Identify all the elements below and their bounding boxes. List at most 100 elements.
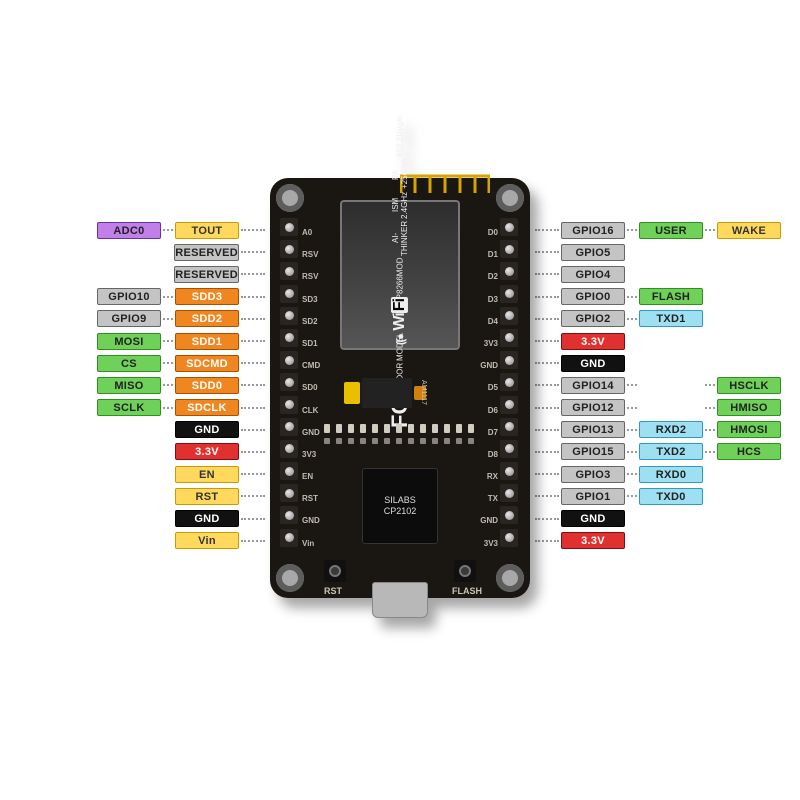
leader-line-icon	[705, 384, 715, 386]
leader-line-icon	[163, 384, 173, 386]
pin-label-sdcmd: SDCMD	[175, 355, 239, 372]
pin-label-gpio2: GPIO2	[561, 310, 625, 327]
pin-label-row: GND	[95, 419, 265, 441]
leader-line-icon	[627, 296, 637, 298]
leader-line-icon	[627, 384, 637, 386]
leader-line-icon	[705, 451, 715, 453]
pin-hole	[500, 218, 518, 236]
leader-line-icon	[241, 384, 265, 386]
silk-label: SD0	[302, 377, 320, 399]
silk-label: D4	[480, 311, 498, 333]
pin-label-hmiso: HMISO	[717, 399, 781, 416]
pin-label-row: RESERVED	[95, 263, 265, 285]
mount-hole-icon	[276, 564, 304, 592]
pin-label-row: GPIO2TXD1	[535, 308, 783, 330]
pin-hole	[280, 529, 298, 547]
flash-button[interactable]	[454, 560, 476, 582]
silk-label: GND	[480, 510, 498, 532]
leader-line-icon	[241, 229, 265, 231]
pin-label-row: SDD3 GPIO10	[95, 286, 265, 308]
pin-label-row: GND	[535, 507, 783, 529]
pin-label-row: GND	[95, 507, 265, 529]
leader-line-icon	[535, 229, 559, 231]
pin-label-user: USER	[639, 222, 703, 239]
pin-label-gpio9: GPIO9	[97, 310, 161, 327]
pin-hole	[280, 351, 298, 369]
pin-label-gpio4: GPIO4	[561, 266, 625, 283]
silk-label: D5	[480, 377, 498, 399]
voltage-regulator-icon	[362, 378, 412, 408]
pin-hole	[280, 418, 298, 436]
pin-label-cs: CS	[97, 355, 161, 372]
silk-label: GND	[302, 510, 320, 532]
right-pin-labels: GPIO16USERWAKEGPIO5GPIO4GPIO0FLASHGPIO2T…	[535, 219, 783, 552]
silk-label: D7	[480, 422, 498, 444]
pin-hole	[280, 329, 298, 347]
leader-line-icon	[535, 451, 559, 453]
pin-label-miso: MISO	[97, 377, 161, 394]
pin-hole	[500, 373, 518, 391]
silk-label: SD1	[302, 333, 320, 355]
cp-vendor: SILABS	[384, 495, 416, 506]
pin-hole	[500, 418, 518, 436]
silk-label: RSV	[302, 266, 320, 288]
leader-line-icon	[705, 429, 715, 431]
esp8266-module: FC VENDOR MODEL ((● WiFi ESP8266MOD AI-T…	[340, 200, 460, 350]
pinout-diagram: TOUTADC0RESERVEDRESERVEDSDD3GPIO10SDD2GP…	[0, 0, 800, 800]
pin-label-adc0: ADC0	[97, 222, 161, 239]
pin-label-gpio14: GPIO14	[561, 377, 625, 394]
pin-label-mosi: MOSI	[97, 333, 161, 350]
leader-line-icon	[535, 407, 559, 409]
wifi-logo-icon: ((● WiFi	[391, 297, 409, 345]
silk-label: CMD	[302, 355, 320, 377]
pin-label-sdd3: SDD3	[175, 288, 239, 305]
leader-line-icon	[535, 429, 559, 431]
silk-label: RSV	[302, 244, 320, 266]
pin-hole	[280, 373, 298, 391]
pin-label-row: GPIO12HMISO	[535, 397, 783, 419]
mount-hole-icon	[276, 184, 304, 212]
reset-button[interactable]	[324, 560, 346, 582]
silk-label: 3V3	[480, 333, 498, 355]
micro-usb-port-icon	[372, 582, 428, 618]
silk-label: A0	[302, 222, 320, 244]
pin-label-txd0: TXD0	[639, 488, 703, 505]
silk-label: D1	[480, 244, 498, 266]
pin-label-hmosi: HMOSI	[717, 421, 781, 438]
pin-hole	[280, 462, 298, 480]
pin-label-reserved: RESERVED	[174, 244, 239, 261]
pin-label-txd2: TXD2	[639, 443, 703, 460]
leader-line-icon	[163, 340, 173, 342]
pin-label-hsclk: HSCLK	[717, 377, 781, 394]
chip-ism-line: ISM 2.4GHz	[391, 191, 409, 218]
pin-label-gpio10: GPIO10	[97, 288, 161, 305]
leader-line-icon	[535, 518, 559, 520]
left-silkscreen: A0RSVRSVSD3SD2SD1CMDSD0CLKGND3V3ENRSTGND…	[302, 222, 320, 555]
leader-line-icon	[627, 495, 637, 497]
pin-hole	[280, 285, 298, 303]
usb-serial-chip: SILABS CP2102	[362, 468, 438, 544]
pin-hole	[280, 396, 298, 414]
pin-hole	[280, 218, 298, 236]
pin-hole	[280, 506, 298, 524]
pin-hole	[280, 440, 298, 458]
leader-line-icon	[241, 273, 265, 275]
pcb-antenna-icon	[400, 174, 490, 194]
silk-label: D2	[480, 266, 498, 288]
pin-label-sclk: SCLK	[97, 399, 161, 416]
leader-line-icon	[627, 229, 637, 231]
smd-row-icon	[324, 424, 474, 433]
pin-label-row: Vin	[95, 530, 265, 552]
pin-label-row: SDCMD CS	[95, 352, 265, 374]
pin-label-3-3v: 3.3V	[175, 443, 239, 460]
leader-line-icon	[241, 473, 265, 475]
leader-line-icon	[163, 296, 173, 298]
pin-label-row: GPIO13RXD2HMOSI	[535, 419, 783, 441]
pin-hole	[500, 462, 518, 480]
pin-hole	[500, 285, 518, 303]
pin-hole	[500, 529, 518, 547]
leader-line-icon	[535, 318, 559, 320]
leader-line-icon	[241, 540, 265, 542]
pin-label-row: 3.3V	[535, 330, 783, 352]
silk-label: 3V3	[302, 444, 320, 466]
